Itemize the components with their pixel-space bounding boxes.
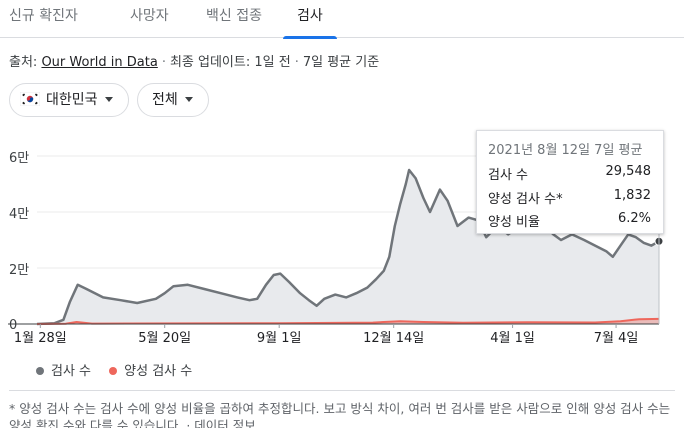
x-tick-label: 4월 1일 bbox=[490, 331, 535, 346]
tooltip-label: 양성 검사 수* bbox=[488, 192, 563, 207]
range-label: 전체 bbox=[152, 92, 178, 108]
tooltip-label: 검사 수 bbox=[488, 168, 529, 183]
tooltip-value: 29,548 bbox=[605, 164, 652, 179]
tab-new-cases[interactable]: 신규 확진자 bbox=[9, 8, 78, 24]
x-tick-label: 5월 20일 bbox=[138, 331, 191, 346]
tests-series-line bbox=[36, 168, 660, 326]
tooltip-value: 6.2% bbox=[617, 211, 651, 226]
tooltip-row-rate: 양성 비율 6.2% bbox=[488, 211, 651, 230]
legend-label: 양성 검사 수 bbox=[124, 364, 193, 379]
chevron-down-icon bbox=[184, 96, 193, 102]
tooltip-value: 1,832 bbox=[613, 188, 651, 203]
legend-item-positive[interactable]: 양성 검사 수 bbox=[109, 360, 192, 379]
y-tick-label: 0 bbox=[9, 318, 17, 333]
source-prefix: 출처: bbox=[9, 55, 38, 70]
footnote: * 양성 검사 수는 검사 수에 양성 비율을 곱하여 추정합니다. 보고 방식… bbox=[9, 401, 671, 428]
y-tick-label: 2만 bbox=[9, 263, 29, 278]
x-tick-label: 9월 1일 bbox=[257, 331, 302, 346]
tab-bar: 신규 확진자 사망자 백신 접종 검사 bbox=[0, 0, 684, 39]
country-label: 대한민국 bbox=[46, 92, 98, 108]
source-line: 출처: Our World in Data · 최종 업데이트: 1일 전 · 7일 평… bbox=[9, 55, 380, 70]
source-link[interactable]: Our World in Data bbox=[41, 55, 158, 70]
south-korea-flag-icon bbox=[20, 91, 40, 106]
x-tick-label: 7월 4일 bbox=[594, 331, 639, 346]
country-dropdown[interactable]: 대한민국 bbox=[9, 83, 129, 117]
legend-item-tests[interactable]: 검사 수 bbox=[36, 360, 91, 379]
testing-chart[interactable]: 0 2만 4만 6만 1월 28일 5월 20일 9월 1일 12월 14일 4월 1일 7월 … bbox=[0, 125, 684, 353]
legend-dot bbox=[36, 366, 44, 375]
basis-note: 7일 평균 기준 bbox=[302, 55, 380, 70]
legend-label: 검사 수 bbox=[51, 364, 92, 379]
y-tick-label: 6만 bbox=[9, 151, 29, 166]
tooltip-row-tests: 검사 수 29,548 bbox=[488, 164, 652, 183]
chevron-down-icon bbox=[104, 96, 113, 102]
divider bbox=[9, 390, 675, 391]
positive-series-line bbox=[36, 317, 660, 325]
chart-tooltip: 2021년 8월 12일 7일 평균 검사 수 29,548 양성 검사 수* … bbox=[476, 130, 664, 234]
tests-area bbox=[37, 170, 659, 324]
range-dropdown[interactable]: 전체 bbox=[137, 83, 209, 117]
tooltip-date: 2021년 8월 12일 7일 평균 bbox=[488, 143, 643, 158]
tab-testing[interactable]: 검사 bbox=[283, 0, 337, 39]
x-tick-label: 12월 14일 bbox=[363, 331, 424, 346]
chart-legend: 검사 수 양성 검사 수 bbox=[36, 360, 206, 379]
x-tick-label: 1월 28일 bbox=[14, 331, 67, 346]
tab-deaths[interactable]: 사망자 bbox=[130, 8, 169, 24]
y-tick-label: 4만 bbox=[9, 207, 29, 222]
tab-vaccinations[interactable]: 백신 접종 bbox=[206, 8, 262, 24]
tooltip-label: 양성 비율 bbox=[488, 215, 540, 230]
tooltip-row-positive: 양성 검사 수* 1,832 bbox=[488, 188, 651, 207]
last-updated: 최종 업데이트: 1일 전 bbox=[169, 55, 291, 70]
legend-dot bbox=[109, 366, 118, 375]
